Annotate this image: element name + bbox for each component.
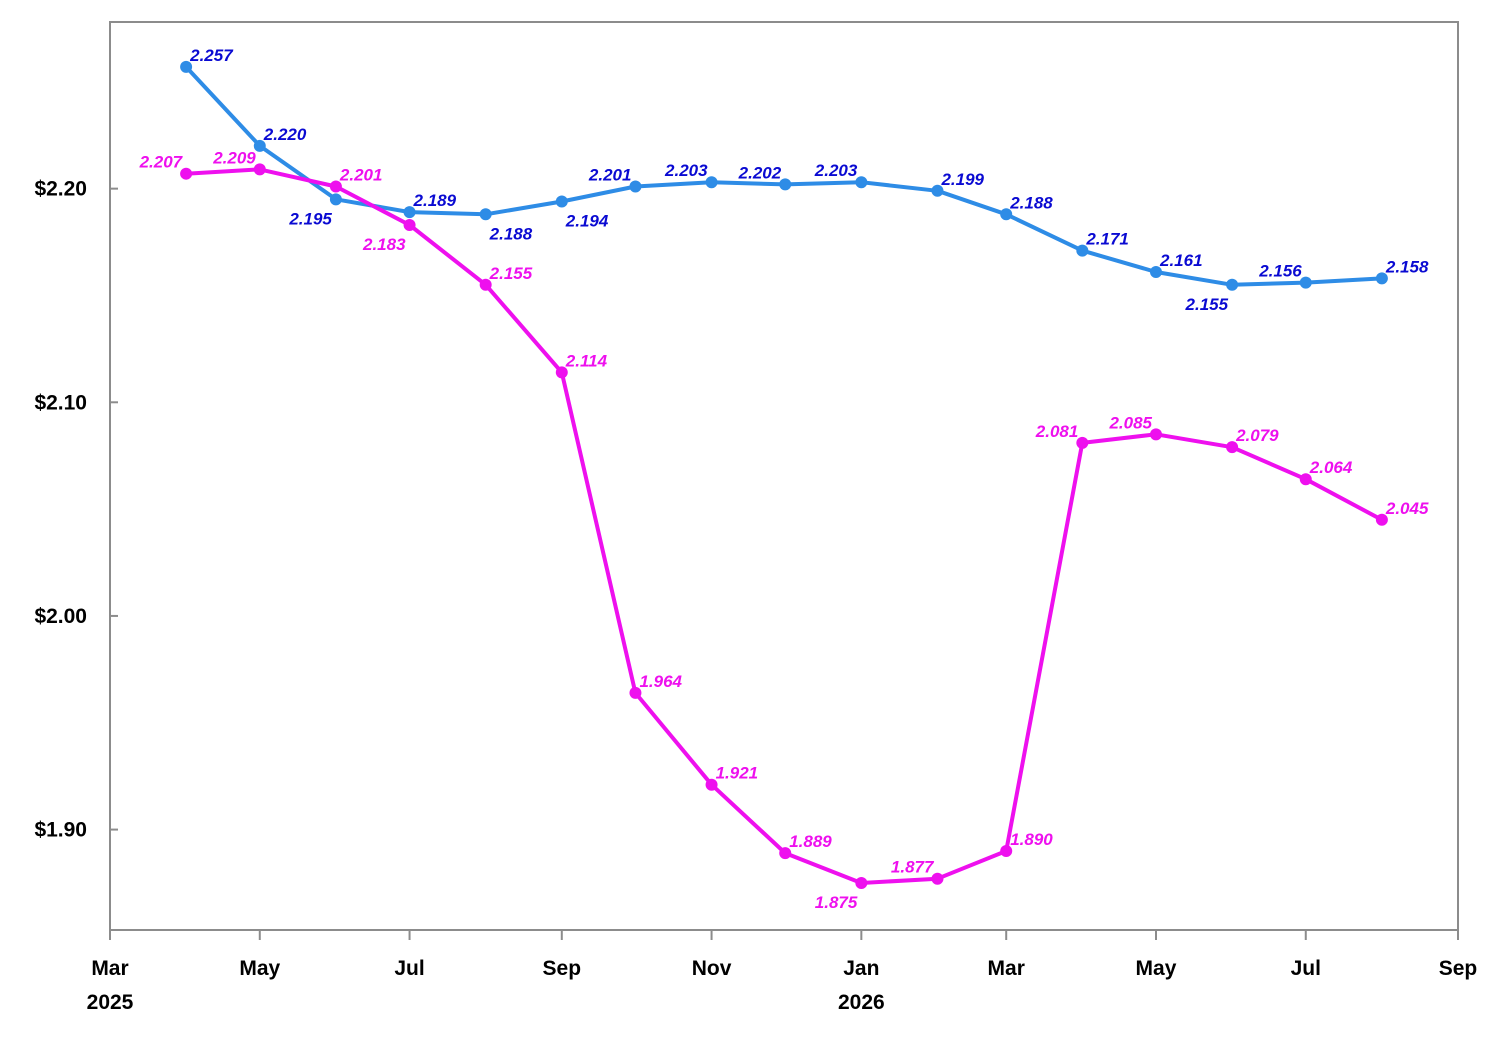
x-axis: Mar 2025 May Jul Sep Nov Jan 2026 Mar May Jul Sep xyxy=(87,930,1478,1014)
series-2-point xyxy=(931,872,944,885)
series-2-point xyxy=(1375,513,1388,526)
series-2-point xyxy=(1076,436,1089,449)
series-1-data-label: 2.203 xyxy=(664,161,708,180)
series-1-point xyxy=(329,193,342,206)
series-2-data-label: 1.877 xyxy=(891,858,935,877)
series-2-data-label: 1.964 xyxy=(639,672,682,691)
series-1-data-label: 2.161 xyxy=(1159,251,1203,270)
x-tick-label: Sep xyxy=(1439,957,1478,980)
series-2-point xyxy=(1149,428,1162,441)
x-tick-year-label: 2026 xyxy=(838,991,885,1014)
series-2-data-label: 2.081 xyxy=(1035,422,1079,441)
series-2-data-label: 1.890 xyxy=(1010,830,1053,849)
y-tick-label: $2.00 xyxy=(34,605,87,628)
series-1-point xyxy=(931,184,944,197)
series-2-data-label: 1.875 xyxy=(815,893,858,912)
series-2-data-label: 2.045 xyxy=(1385,499,1429,518)
y-tick-label: $1.90 xyxy=(34,819,87,842)
series-2-data-label: 2.209 xyxy=(212,148,256,167)
series-2-data-label: 2.201 xyxy=(339,166,383,185)
series-2-point xyxy=(253,163,266,176)
series-1-point xyxy=(1000,208,1013,221)
series-1-point xyxy=(1299,276,1312,289)
series-2-data-label: 2.155 xyxy=(489,264,533,283)
series-1-data-label: 2.199 xyxy=(940,170,984,189)
series-1-data-label: 2.171 xyxy=(1085,230,1129,249)
x-tick-year-label: 2025 xyxy=(87,991,134,1014)
series-1-data-label: 2.202 xyxy=(738,163,782,182)
series-1-point xyxy=(479,208,492,221)
series-2-data-label: 1.921 xyxy=(716,764,759,783)
series-1-point xyxy=(1375,272,1388,285)
series-1-point xyxy=(253,139,266,152)
series-1-point xyxy=(403,206,416,219)
series-1-data-label: 2.203 xyxy=(814,161,858,180)
x-tick-label: Mar xyxy=(91,957,128,980)
x-tick-label: May xyxy=(1136,957,1177,980)
series-2-point xyxy=(180,167,193,180)
y-axis: $1.90 $2.00 $2.10 $2.20 xyxy=(34,178,118,842)
x-tick-label: Nov xyxy=(692,957,732,980)
series-1-data-label: 2.195 xyxy=(288,209,332,228)
series-1-point xyxy=(1149,265,1162,278)
series-2-data-label: 2.183 xyxy=(362,235,406,254)
x-tick-label: Jul xyxy=(1291,957,1321,980)
series-1-point xyxy=(1226,278,1239,291)
plot-area-frame xyxy=(109,21,1459,931)
series-2-point xyxy=(705,778,718,791)
series-1-data-label: 2.220 xyxy=(263,125,307,144)
y-tick-label: $2.20 xyxy=(34,178,87,201)
x-tick-label: May xyxy=(239,957,280,980)
series-2-point xyxy=(855,876,868,889)
series-1-data-label: 2.201 xyxy=(588,166,632,185)
series-1-data-label: 2.158 xyxy=(1385,257,1429,276)
series-2-point xyxy=(779,847,792,860)
series-2-point xyxy=(1299,473,1312,486)
series-2-data-label: 2.085 xyxy=(1108,413,1152,432)
series-1-data-label: 2.189 xyxy=(413,191,457,210)
series-2-point xyxy=(403,218,416,231)
series-2-data-label: 2.114 xyxy=(565,351,608,370)
series-1-point xyxy=(705,176,718,189)
series-2-point xyxy=(1226,441,1239,454)
x-tick-label: Jul xyxy=(394,957,424,980)
x-tick-label: Sep xyxy=(543,957,582,980)
series-1-point xyxy=(555,195,568,208)
series-1-data-label: 2.155 xyxy=(1185,295,1229,314)
data-label-layer: 2.257 2.220 2.195 2.189 2.188 2.194 2.201 2.203… xyxy=(139,46,1429,912)
series-1-data-label: 2.188 xyxy=(1009,193,1053,212)
series-1-data-label: 2.257 xyxy=(189,46,234,65)
series-2-data-label: 2.079 xyxy=(1235,426,1279,445)
x-tick-label: Mar xyxy=(988,957,1025,980)
series-2-data-label: 2.064 xyxy=(1309,458,1353,477)
series-2-point xyxy=(479,278,492,291)
series-1-point xyxy=(855,176,868,189)
series-1-data-label: 2.194 xyxy=(565,211,609,230)
series-1-data-label: 2.156 xyxy=(1258,262,1302,281)
series-1-point xyxy=(779,178,792,191)
x-tick-label: Jan xyxy=(843,957,879,980)
series-1-point xyxy=(180,60,193,73)
y-tick-label: $2.10 xyxy=(34,391,87,414)
series-2-data-label: 1.889 xyxy=(789,832,832,851)
series-1-point xyxy=(629,180,642,193)
series-2-point xyxy=(329,180,342,193)
series-1-point xyxy=(1076,244,1089,257)
series-2-point xyxy=(629,686,642,699)
series-2-data-label: 2.207 xyxy=(139,153,184,172)
series-2-point xyxy=(1000,844,1013,857)
series-2-point xyxy=(555,366,568,379)
series-1-data-label: 2.188 xyxy=(489,224,533,243)
series-layer xyxy=(180,60,1388,889)
